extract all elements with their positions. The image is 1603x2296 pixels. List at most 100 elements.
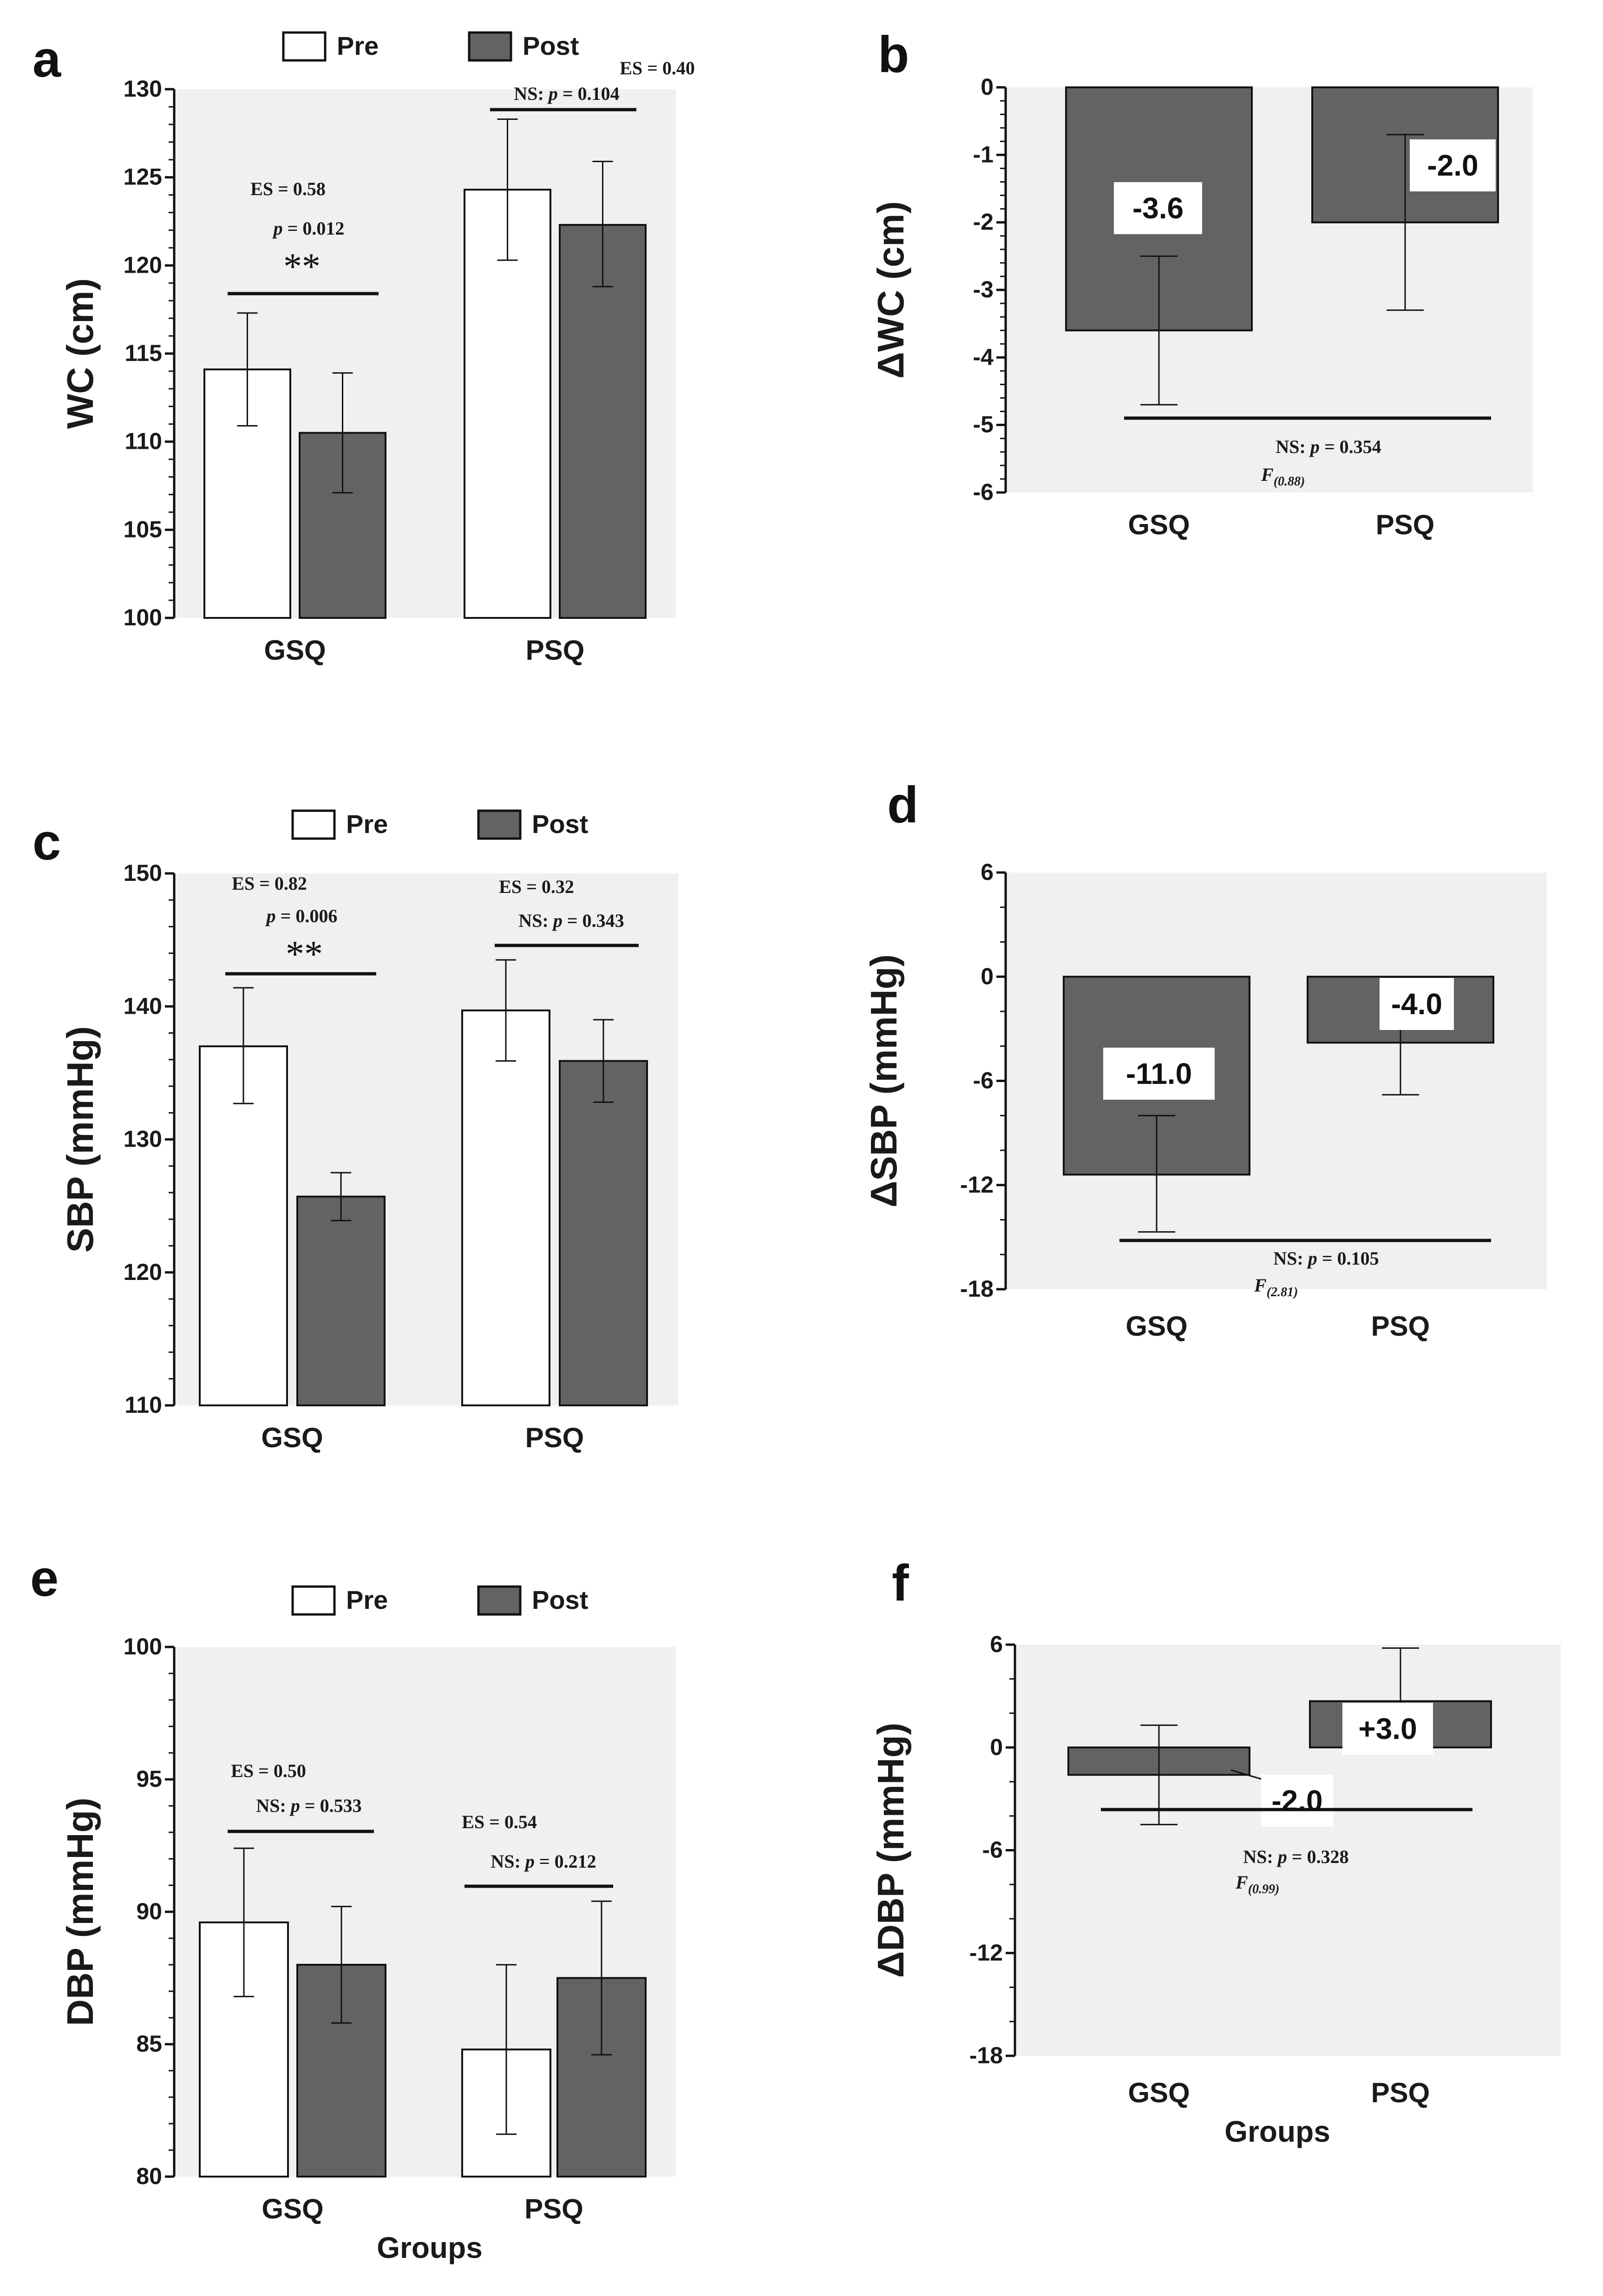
p-value: NS: p = 0.104 — [514, 83, 619, 104]
y-tick-label: 0 — [981, 963, 994, 989]
p-value-p-rest: = 0.012 — [283, 218, 345, 239]
y-tick-label: 100 — [124, 1633, 162, 1660]
error-bar-post-gsq — [331, 1906, 352, 2024]
value-label-psq: +3.0 — [1358, 1712, 1417, 1745]
y-axis-title: ΔDBP (mmHg) — [870, 1723, 911, 1978]
p-value-p-rest: = 0.533 — [300, 1795, 362, 1816]
p-value-prefix: NS: — [1243, 1846, 1277, 1867]
x-tick-label: PSQ — [1371, 2077, 1430, 2108]
effect-size: ES = 0.32 — [499, 876, 574, 897]
error-bar-pre-psq — [496, 959, 516, 1062]
y-tick-label: 130 — [124, 76, 162, 102]
bar-pre-psq — [464, 189, 551, 619]
value-label-box — [1380, 978, 1454, 1030]
y-axis-title-group: SBP (mmHg) — [59, 1026, 101, 1253]
y-tick-label: 120 — [124, 1259, 162, 1285]
panel-letter: f — [892, 1555, 909, 1612]
y-axis-title: ΔSBP (mmHg) — [863, 954, 904, 1207]
x-tick-label: PSQ — [525, 1422, 584, 1453]
value-label-box — [1261, 1775, 1333, 1827]
y-tick-label: 90 — [136, 1898, 162, 1924]
p-value-p-letter: p — [1309, 436, 1320, 457]
p-value: NS: p = 0.533 — [256, 1795, 361, 1816]
x-tick-label: PSQ — [526, 635, 585, 666]
legend-label-post: Post — [532, 1585, 588, 1614]
p-value-p-rest: = 0.104 — [558, 83, 620, 104]
significance-stars: ** — [283, 246, 321, 287]
f-subscript: (0.99) — [1248, 1882, 1280, 1896]
value-label-gsq: -11.0 — [1126, 1057, 1192, 1090]
value-label-box — [1410, 139, 1496, 191]
y-tick-label: 95 — [136, 1766, 162, 1792]
y-tick-label: 0 — [981, 74, 994, 100]
y-axis-title-group: DBP (mmHg) — [59, 1797, 101, 2026]
legend: Pre Post — [291, 809, 588, 840]
y-tick-label: -12 — [960, 1172, 994, 1198]
value-label-gsq: -2.0 — [1271, 1784, 1322, 1817]
x-axis-title: Groups — [377, 2231, 483, 2264]
x-tick-label: PSQ — [524, 2193, 583, 2224]
y-tick-label: 80 — [136, 2163, 162, 2189]
y-axis-title-group: WC (cm) — [59, 278, 101, 429]
effect-size: ES = 0.40 — [620, 58, 695, 79]
p-value-p-letter: p — [524, 1851, 535, 1872]
p-value: NS: p = 0.343 — [518, 910, 624, 931]
legend-swatch-post — [477, 809, 522, 840]
y-tick-label: -1 — [973, 141, 994, 167]
p-value-p-rest: = 0.343 — [563, 910, 624, 931]
legend-swatch-pre — [282, 31, 327, 62]
x-axis-title: Groups — [1224, 2115, 1330, 2148]
p-value-p-letter: p — [265, 905, 276, 926]
annotation-gsq: ES = 0.58 p = 0.012 ** — [228, 178, 379, 295]
x-tick-label: GSQ — [262, 2193, 323, 2224]
significance-stars: ** — [286, 934, 323, 975]
y-tick-label: 110 — [124, 1392, 162, 1418]
p-value-p-letter: p — [552, 910, 563, 931]
y-tick-label: 105 — [124, 516, 162, 542]
error-bar-post-gsq — [331, 1172, 351, 1221]
error-bar-post-psq — [593, 1019, 614, 1103]
f-statistic: F(0.99) — [1235, 1872, 1279, 1896]
value-label-gsq: -3.6 — [1132, 191, 1184, 225]
error-bar-gsq — [1138, 1115, 1175, 1233]
y-tick-label: 115 — [124, 340, 162, 366]
y-tick-label: 100 — [124, 604, 162, 630]
y-tick-label: 110 — [124, 428, 162, 454]
panel-letter: c — [33, 813, 61, 871]
y-tick-label: 0 — [990, 1734, 1003, 1760]
annotation-psq: ES = 0.32 NS: p = 0.343 — [495, 876, 639, 947]
p-value: NS: p = 0.354 — [1276, 436, 1381, 457]
legend-label-post: Post — [523, 31, 579, 60]
y-tick-label: -4 — [973, 344, 994, 370]
x-tick-label: GSQ — [261, 1422, 323, 1453]
panel-f: f -2.0 GSQ +3.0 PSQ NS: p = 0.328 F(0.99) -18 -1… — [870, 1555, 1561, 2148]
f-subscript: (2.81) — [1267, 1285, 1298, 1299]
p-value-p-letter: p — [289, 1795, 300, 1816]
y-axis-title-group: ΔDBP (mmHg) — [870, 1723, 911, 1978]
error-bar-pre-psq — [497, 118, 518, 261]
bar-pre-gsq — [199, 1045, 288, 1406]
value-label-box — [1103, 1048, 1215, 1100]
error-bar-psq — [1387, 134, 1424, 311]
legend-swatch-post — [468, 31, 512, 62]
y-tick-label: 140 — [124, 993, 162, 1019]
error-bar-post-gsq — [332, 372, 353, 494]
x-tick-label: PSQ — [1371, 1311, 1430, 1342]
value-label-psq: -2.0 — [1427, 149, 1478, 182]
y-tick-label: -6 — [973, 1068, 994, 1094]
error-bar-pre-gsq — [234, 1847, 254, 1997]
p-value-prefix: NS: — [1276, 436, 1310, 457]
p-value-p-letter: p — [1276, 1846, 1287, 1867]
y-tick-label: -6 — [982, 1837, 1003, 1863]
y-axis-title: SBP (mmHg) — [59, 1026, 101, 1253]
value-label-box — [1342, 1703, 1433, 1755]
effect-size: ES = 0.82 — [232, 873, 307, 894]
value-label-box — [1114, 182, 1202, 234]
p-value-p-rest: = 0.328 — [1287, 1846, 1349, 1867]
